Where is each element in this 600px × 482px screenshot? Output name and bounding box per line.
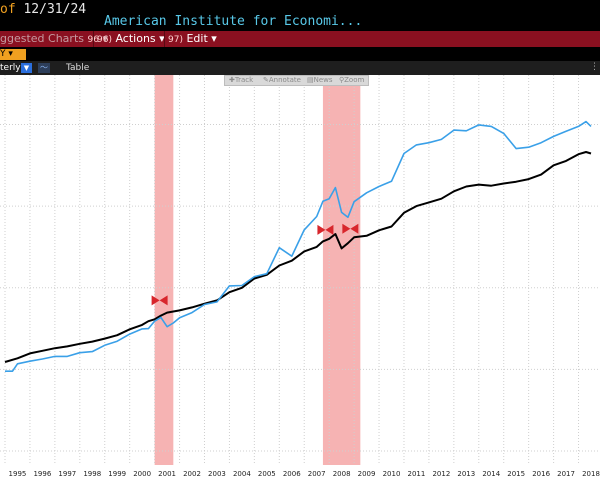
track-label: Track [234, 76, 254, 84]
news-label: News [313, 76, 333, 84]
event-marker-icon [317, 224, 334, 235]
x-tick-label: 2018 [582, 470, 600, 478]
x-tick-label: 2014 [482, 470, 501, 478]
event-marker-icon [342, 223, 359, 234]
suggested-charts-label: ggested Charts [0, 32, 84, 45]
security-row [0, 47, 600, 61]
x-tick-label: 2005 [257, 470, 276, 478]
x-tick-label: 2013 [457, 470, 476, 478]
black-series-line [4, 151, 592, 363]
x-tick-label: 1999 [108, 470, 127, 478]
track-tool[interactable]: ✚ Track [229, 76, 254, 84]
menu-divider [164, 31, 165, 47]
menu-divider [93, 31, 94, 47]
blue-series-line [5, 120, 592, 372]
x-tick-label: 2016 [532, 470, 551, 478]
x-tick-label: 2004 [232, 470, 251, 478]
x-tick-label: 2017 [557, 470, 575, 478]
edit-number: 97) [168, 35, 183, 45]
menu-edit[interactable]: 97) Edit ▾ [168, 31, 217, 47]
recession-band [322, 75, 361, 465]
annotate-label: Annotate [268, 76, 301, 84]
x-tick-label: 2009 [357, 470, 376, 478]
edit-label: Edit [186, 32, 208, 45]
x-tick-label: 2007 [307, 470, 326, 478]
chevron-down-icon: ▾ [8, 49, 13, 59]
news-tool[interactable]: ▤ News [307, 76, 333, 84]
x-tick-label: 2002 [183, 470, 201, 478]
actions-number: 96) [97, 35, 112, 45]
x-axis [0, 465, 600, 482]
frequency-dropdown-icon[interactable]: ▼ [21, 63, 32, 73]
zoom-label: Zoom [344, 76, 365, 84]
actions-label: Actions [115, 32, 156, 45]
more-options-icon[interactable]: ⋮ [590, 62, 599, 72]
x-tick-label: 2000 [133, 470, 152, 478]
menu-actions[interactable]: 96) Actions ▾ [97, 31, 165, 47]
table-toggle[interactable]: Table [66, 63, 90, 73]
recession-band [154, 75, 174, 465]
x-tick-label: 2010 [382, 470, 401, 478]
x-tick-label: 2015 [507, 470, 526, 478]
chart-toolbar: ✚ Track ✎ Annotate ▤ News ⚲ Zoom [224, 75, 369, 86]
x-tick-label: 1997 [58, 470, 77, 478]
line-chart[interactable] [0, 75, 600, 465]
zoom-tool[interactable]: ⚲ Zoom [339, 76, 365, 84]
x-tick-label: 2008 [332, 470, 351, 478]
chart-plot-area[interactable] [0, 75, 600, 465]
chevron-down-icon: ▾ [211, 32, 217, 45]
security-tag[interactable]: Y ▾ [0, 49, 26, 60]
security-title[interactable]: American Institute for Economi... [104, 14, 363, 29]
menu-suggested-charts[interactable]: ggested Charts 96 ▾ [0, 31, 108, 47]
as-of-date: of 12/31/24 [0, 2, 86, 17]
menu-bar: ggested Charts 96 ▾ 96) Actions ▾ 97) Ed… [0, 31, 600, 47]
date-prefix: of [0, 2, 16, 17]
security-tag-label: Y [0, 49, 6, 59]
event-marker-icon [151, 295, 168, 306]
line-chart-icon[interactable]: 〜 [38, 63, 50, 73]
chevron-down-icon: ▾ [159, 32, 165, 45]
annotate-tool[interactable]: ✎ Annotate [263, 76, 301, 84]
x-tick-label: 1995 [8, 470, 27, 478]
x-tick-label: 2012 [432, 470, 451, 478]
frequency-select[interactable]: terly [0, 63, 21, 73]
x-tick-label: 2011 [407, 470, 426, 478]
x-tick-label: 1998 [83, 470, 102, 478]
chevron-down-icon: ▾ [102, 32, 108, 45]
x-tick-label: 2003 [208, 470, 226, 478]
title-bar: of 12/31/24 American Institute for Econo… [0, 0, 600, 31]
x-tick-label: 1996 [33, 470, 52, 478]
x-tick-label: 2006 [282, 470, 301, 478]
date-value: 12/31/24 [23, 2, 87, 17]
x-tick-label: 2001 [158, 470, 176, 478]
chart-controls-bar [0, 61, 600, 75]
